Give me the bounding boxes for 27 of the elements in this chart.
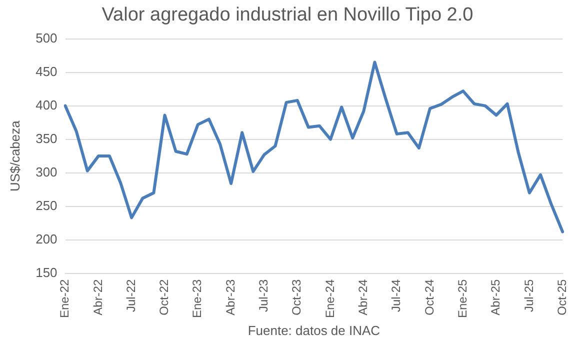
x-tick-label: Ene-24 — [322, 278, 337, 318]
y-tick-label: 150 — [36, 264, 58, 280]
x-tick-label: Oct-25 — [554, 278, 569, 316]
x-tick-label: Abr-25 — [488, 278, 503, 316]
x-tick-label: Abr-23 — [223, 278, 238, 316]
x-tick-label: Jul-24 — [389, 278, 404, 312]
x-tick-label: Oct-24 — [422, 278, 436, 316]
x-tick-label: Jul-25 — [522, 278, 536, 312]
x-tick-label: Jul-22 — [124, 278, 138, 312]
x-tick-label: Jul-23 — [256, 278, 271, 312]
y-tick-label: 400 — [36, 97, 58, 112]
x-tick-label: Ene-22 — [58, 278, 72, 318]
y-tick-label: 200 — [36, 231, 58, 246]
y-tick-label: 350 — [36, 130, 58, 146]
x-tick-label: Oct-22 — [157, 278, 172, 316]
y-axis-title: US$/cabeza — [7, 120, 22, 192]
y-tick-label: 450 — [36, 64, 58, 79]
x-tick-label: Oct-23 — [290, 278, 304, 316]
x-tick-label: Abr-22 — [90, 278, 105, 316]
x-tick-label: Abr-24 — [356, 278, 370, 316]
y-tick-label: 250 — [36, 198, 58, 213]
x-tick-label: Ene-25 — [455, 278, 470, 318]
y-tick-label: 300 — [36, 164, 58, 180]
x-tick-label: Ene-23 — [190, 278, 204, 318]
source-note: Fuente: datos de INAC — [248, 323, 380, 338]
chart-title: Valor agregado industrial en Novillo Tipo 2.0 — [102, 4, 474, 26]
y-tick-label: 500 — [36, 30, 58, 46]
